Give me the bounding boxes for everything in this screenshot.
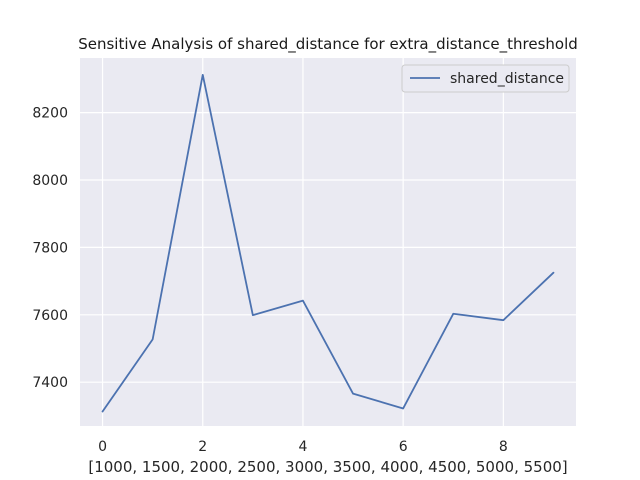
series-group [101,73,555,413]
y-tick-label: 8000 [32,173,68,189]
y-tick-label: 7600 [32,308,68,324]
y-tick-label: 7800 [32,240,68,256]
legend-label: shared_distance [450,71,564,87]
x-tick-labels: 0 2 4 6 8 [98,439,508,455]
series-line-shared_distance [101,73,555,413]
y-tick-label: 7400 [32,375,68,391]
x-tick-label: 2 [198,439,207,455]
x-tick-label: 4 [298,439,307,455]
plot-background [80,58,576,426]
legend-box [401,64,570,93]
grid-lines [80,58,576,426]
y-tick-labels: 7400 7600 7800 8000 8200 [32,106,68,392]
x-tick-label: 8 [499,439,508,455]
x-axis-label: [1000, 1500, 2000, 2500, 3000, 3500, 400… [88,458,567,476]
x-tick-label: 0 [98,439,107,455]
y-tick-label: 8200 [32,106,68,122]
legend: shared_distance [401,64,570,93]
x-tick-label: 6 [399,439,408,455]
chart-title: Sensitive Analysis of shared_distance fo… [78,35,578,54]
